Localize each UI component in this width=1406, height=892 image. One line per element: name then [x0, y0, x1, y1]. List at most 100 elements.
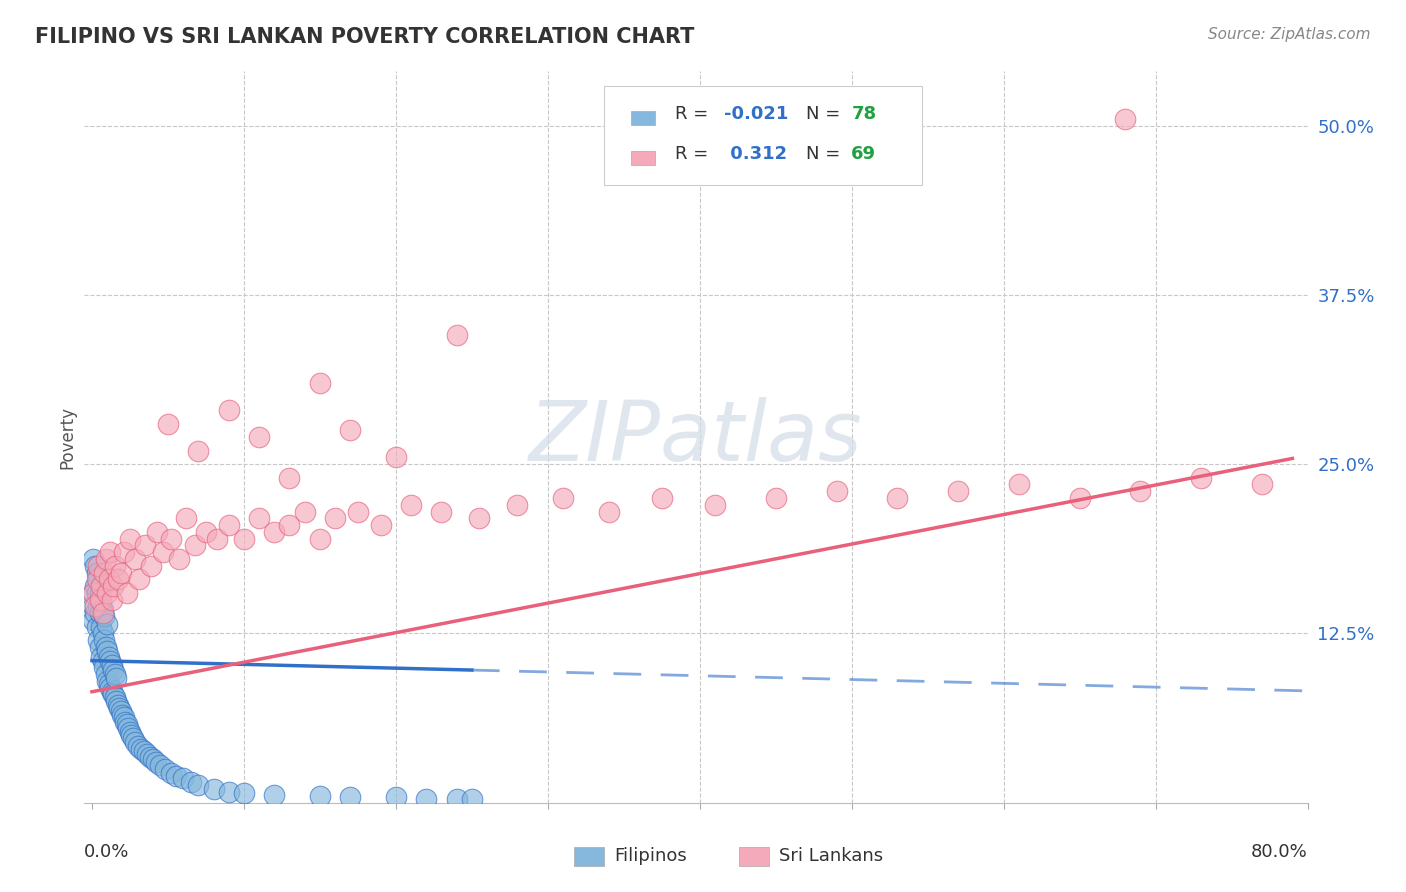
Point: [84, 579, 107, 593]
Point: [91, 603, 114, 617]
Point: [202, 782, 225, 797]
Point: [205, 532, 228, 546]
Point: [946, 484, 969, 499]
Point: [187, 778, 209, 792]
Point: [129, 741, 152, 756]
FancyBboxPatch shape: [631, 151, 655, 165]
Point: [93, 566, 115, 580]
Point: [138, 749, 160, 764]
Text: Source: ZipAtlas.com: Source: ZipAtlas.com: [1208, 27, 1371, 42]
Text: ZIPatlas: ZIPatlas: [529, 397, 863, 477]
Point: [93, 633, 115, 648]
Point: [87, 633, 110, 648]
Point: [415, 791, 437, 805]
Point: [87, 572, 110, 586]
Point: [91, 654, 114, 668]
Point: [145, 755, 167, 769]
Point: [232, 786, 254, 800]
Point: [149, 757, 172, 772]
Text: FILIPINO VS SRI LANKAN POVERTY CORRELATION CHART: FILIPINO VS SRI LANKAN POVERTY CORRELATI…: [35, 27, 695, 46]
Point: [551, 491, 574, 505]
Point: [160, 766, 183, 780]
Point: [98, 545, 121, 559]
Point: [218, 518, 240, 533]
Point: [172, 772, 194, 786]
Point: [156, 417, 179, 431]
Point: [1069, 491, 1091, 505]
Point: [294, 505, 316, 519]
Text: N =: N =: [806, 104, 846, 123]
Point: [765, 491, 787, 505]
Y-axis label: Poverty: Poverty: [58, 406, 76, 468]
Point: [165, 769, 187, 783]
Point: [278, 518, 301, 533]
Point: [96, 617, 118, 632]
Point: [96, 586, 118, 600]
Point: [112, 710, 135, 724]
Point: [86, 586, 108, 600]
Point: [194, 524, 217, 539]
Point: [468, 511, 491, 525]
Point: [187, 443, 209, 458]
Point: [247, 511, 270, 525]
Point: [82, 599, 104, 614]
Point: [347, 505, 370, 519]
Point: [339, 423, 361, 437]
Point: [82, 586, 104, 600]
Point: [100, 684, 122, 698]
Point: [90, 649, 112, 664]
FancyBboxPatch shape: [574, 847, 605, 866]
Point: [232, 532, 254, 546]
Point: [86, 566, 108, 580]
Point: [167, 552, 190, 566]
Point: [1251, 477, 1274, 491]
Point: [651, 491, 673, 505]
Point: [278, 471, 301, 485]
Point: [86, 572, 108, 586]
Point: [1129, 484, 1152, 499]
FancyBboxPatch shape: [605, 86, 922, 185]
Point: [103, 688, 125, 702]
Point: [89, 640, 111, 654]
Point: [103, 663, 125, 677]
Point: [107, 572, 129, 586]
Point: [82, 613, 104, 627]
Point: [108, 701, 131, 715]
Point: [309, 532, 332, 546]
Point: [104, 667, 127, 681]
Point: [115, 717, 138, 731]
Point: [114, 714, 136, 729]
Point: [184, 538, 207, 552]
Point: [89, 606, 111, 620]
Point: [104, 558, 127, 573]
Point: [98, 654, 121, 668]
Text: R =: R =: [675, 145, 714, 163]
Point: [135, 747, 157, 761]
Point: [111, 707, 134, 722]
Point: [263, 524, 285, 539]
Point: [152, 545, 174, 559]
Point: [1114, 112, 1136, 126]
Point: [90, 595, 112, 609]
Point: [90, 579, 112, 593]
Point: [105, 671, 128, 685]
Point: [117, 721, 139, 735]
Point: [100, 592, 122, 607]
Point: [506, 498, 529, 512]
Point: [146, 524, 169, 539]
Point: [370, 518, 392, 533]
Point: [174, 511, 197, 525]
Point: [218, 403, 240, 417]
Text: 69: 69: [851, 145, 876, 163]
Point: [84, 558, 107, 573]
Point: [825, 484, 848, 499]
Point: [107, 698, 129, 713]
Point: [97, 649, 120, 664]
Text: 78: 78: [851, 104, 876, 123]
Point: [121, 728, 143, 742]
Point: [105, 694, 128, 708]
Point: [90, 620, 112, 634]
Point: [112, 545, 135, 559]
Point: [94, 667, 117, 681]
Point: [100, 657, 122, 672]
